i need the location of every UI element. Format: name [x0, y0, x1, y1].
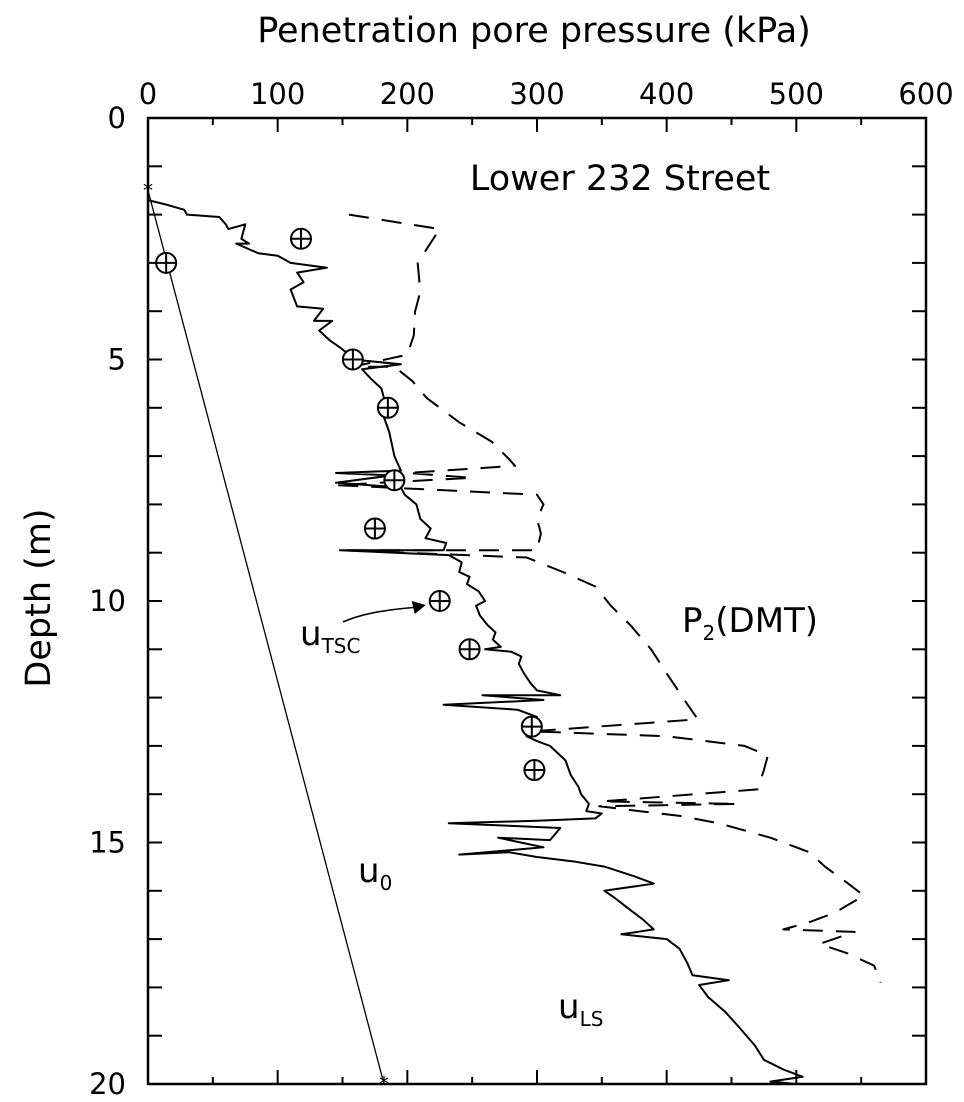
series-line-u0 — [147, 190, 385, 1085]
utsc-marker-2 — [341, 348, 364, 371]
x-tick-label-2: 200 — [380, 77, 435, 111]
y-tick-label-1: 5 — [108, 343, 126, 377]
utsc-pointer-arrow — [342, 606, 422, 623]
series-line-p2-dmt- — [335, 213, 882, 983]
y-tick-label-4: 20 — [89, 1067, 126, 1101]
series-label-p2-dmt: P2(DMT) — [682, 601, 818, 645]
x-tick-label-4: 400 — [639, 77, 694, 111]
series-labels: u0 uLS P2(DMT) uTSC — [300, 601, 818, 1031]
x-tick-label-5: 500 — [769, 77, 824, 111]
plot-frame — [146, 116, 928, 1086]
utsc-marker-6 — [428, 590, 451, 612]
y-tick-label-3: 15 — [89, 826, 126, 860]
x-tick-label-6: 600 — [898, 77, 953, 111]
y-axis-title: Depth (m) — [19, 508, 59, 687]
utsc-marker-9 — [523, 759, 546, 782]
y-tick-label-0: 0 — [108, 101, 126, 135]
utsc-marker-3 — [376, 396, 399, 419]
y-tick-label-2: 10 — [89, 584, 126, 618]
utsc-marker-4 — [383, 469, 406, 492]
utsc-marker-1 — [155, 251, 178, 274]
chart-title: Lower 232 Street — [470, 159, 770, 199]
x-tick-label-1: 100 — [250, 77, 305, 111]
utsc-marker-8 — [520, 715, 543, 738]
series-label-uls: uLS — [558, 987, 603, 1031]
series-label-utsc: uTSC — [300, 614, 360, 658]
utsc-marker-7 — [458, 638, 481, 661]
x-tick-label-3: 300 — [509, 77, 564, 111]
utsc-pointer-arrowhead — [411, 601, 426, 614]
series-label-u0: u0 — [358, 851, 392, 895]
series-line-uls — [147, 199, 804, 1085]
x-tick-label-0: 0 — [139, 77, 157, 111]
x-axis-title: Penetration pore pressure (kPa) — [257, 11, 811, 51]
marker-layer — [155, 227, 546, 782]
axis-tick-labels: 0 100 200 300 400 500 600 0 5 10 15 20 — [89, 77, 954, 1101]
utsc-marker-0 — [290, 227, 313, 250]
utsc-marker-5 — [363, 517, 386, 540]
